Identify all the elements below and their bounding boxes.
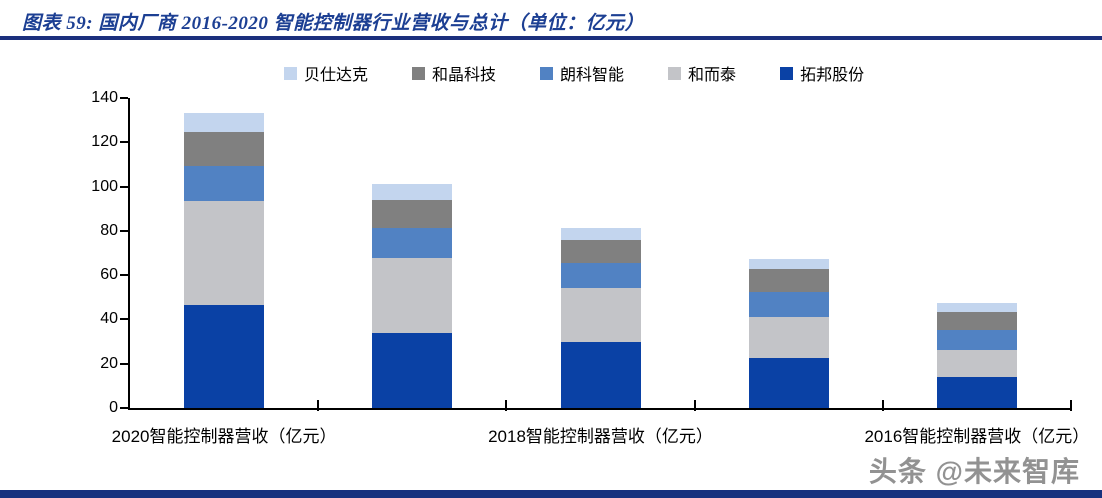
bar-segment [560,240,641,263]
legend-swatch-icon [780,66,794,80]
x-axis-tick-mark [505,400,508,411]
x-axis-tick-mark [881,400,884,411]
title-divider [0,36,1102,40]
legend-swatch-icon [668,66,682,80]
bar-segment [560,262,641,288]
legend-item: 拓邦股份 [780,61,864,85]
bar-segment [372,199,453,228]
legend-label: 贝仕达克 [304,67,369,84]
bar-segment [560,288,641,342]
y-axis-tick-label: 0 [109,399,118,416]
bar-segment [936,312,1017,331]
legend-item: 和而泰 [668,61,736,85]
y-axis-tick-label: 20 [100,354,118,372]
figure-title: 图表 59: 国内厂商 2016-2020 智能控制器行业营收与总计（单位：亿元… [22,13,645,34]
y-axis-tick-label: 80 [100,221,118,239]
legend-swatch-icon [540,66,554,80]
watermark-text: 头条 @未来智库 [868,456,1080,487]
y-axis-tick-mark [120,318,128,321]
y-axis-tick-mark [120,229,128,232]
chart-legend: 贝仕达克 和晶科技 朗科智能 和而泰 拓邦股份 [284,61,864,85]
y-axis-tick-mark [120,274,128,277]
bar-segment [184,165,265,201]
bar-segment [936,376,1017,408]
bar-segment [372,258,453,334]
x-axis-tick-mark [1070,400,1072,411]
bar-segment [748,358,829,408]
bar-segment [184,132,265,166]
plot-area [128,98,1071,410]
y-axis-tick-mark [120,185,128,188]
legend-label: 和而泰 [688,67,737,84]
legend-swatch-icon [284,66,297,80]
bar-segment [936,330,1017,350]
bar-segment [748,317,829,359]
bar-segment [936,303,1017,313]
bar-segment [372,227,453,259]
bar-segment [748,292,829,318]
bar-segment [372,184,453,200]
bar-segment [748,269,829,293]
y-axis-tick-mark [120,362,128,365]
y-axis-tick-label: 40 [100,310,118,328]
legend-item: 和晶科技 [412,61,496,85]
legend-label: 拓邦股份 [800,67,865,84]
x-axis-category-label: 2018智能控制器营收（亿元） [488,427,713,446]
y-axis-tick-mark [120,97,128,99]
bar-segment [372,333,453,408]
y-axis-tick-label: 140 [91,89,118,106]
bar-segment [748,259,829,270]
x-axis-tick-mark [693,400,696,411]
y-axis-tick-label: 120 [91,133,118,151]
bar-segment [184,113,265,133]
x-axis-category-label: 2020智能控制器营收（亿元） [111,427,337,446]
bar-segment [560,227,641,241]
y-axis-tick-mark [120,407,128,409]
x-axis-category-label: 2016智能控制器营收（亿元） [864,427,1090,446]
y-axis-tick-mark [120,141,128,144]
bar-segment [936,350,1017,377]
legend-item: 贝仕达克 [284,61,368,85]
bottom-divider [0,490,1102,498]
bar-segment [184,305,265,408]
bar-segment [184,200,265,305]
legend-swatch-icon [412,66,426,80]
legend-item: 朗科智能 [540,61,624,85]
x-axis-tick-mark [317,400,320,411]
legend-label: 和晶科技 [432,67,497,84]
bar-segment [560,342,641,408]
y-axis-tick-label: 100 [91,177,118,195]
legend-label: 朗科智能 [560,67,625,84]
y-axis-tick-label: 60 [100,266,118,284]
